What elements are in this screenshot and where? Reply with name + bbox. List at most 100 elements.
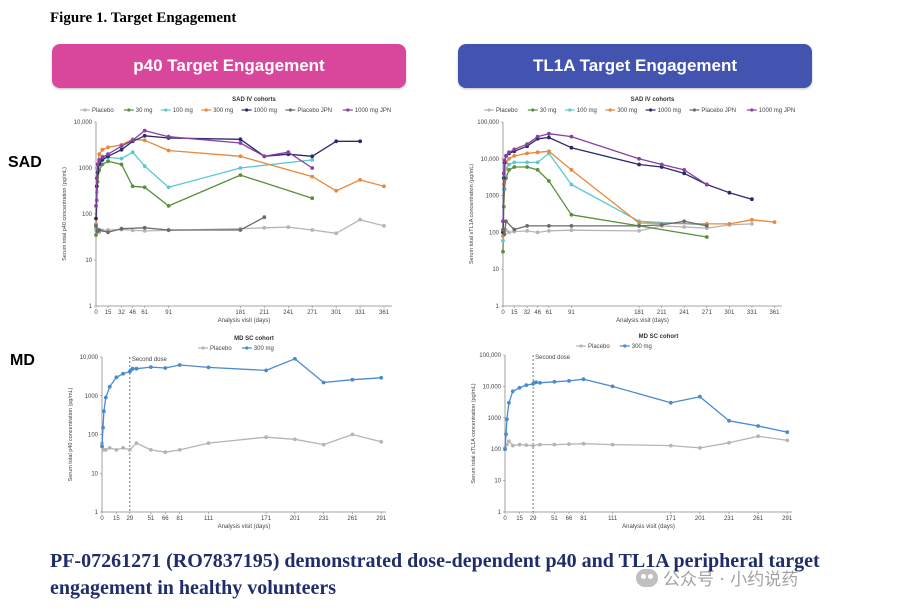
watermark: 公众号 · 小约说药 (636, 565, 798, 590)
legend-label: 100 mg (577, 108, 597, 114)
series-300-mg (501, 149, 777, 238)
data-point (238, 228, 243, 232)
legend-label: 100 mg (173, 108, 193, 114)
x-tick-label: 91 (165, 310, 172, 316)
x-tick-label: 261 (753, 516, 764, 522)
data-point (507, 162, 511, 167)
tl1a-sad-chart: 1 10 100 1000 10,000 100,000 0 15 32 46 61 91 181 211… (469, 97, 795, 324)
data-point (567, 442, 571, 446)
y-tick-label: 1000 (85, 394, 99, 400)
data-point (166, 148, 171, 153)
series-line (502, 223, 752, 234)
data-point (517, 442, 522, 447)
data-point (134, 441, 139, 445)
data-point (119, 156, 124, 161)
data-point (334, 188, 339, 193)
legend-marker (127, 108, 131, 112)
y-tick-label: 10,000 (483, 384, 502, 390)
data-point (142, 128, 147, 133)
data-point (517, 385, 522, 390)
data-point (293, 437, 297, 442)
legend-marker (288, 108, 292, 112)
series-300-mg (503, 377, 790, 452)
y-tick-label: 10 (494, 479, 501, 485)
data-point (524, 443, 529, 447)
x-axis-label: Analysis visit (days) (616, 318, 669, 324)
x-axis-label: Analysis visit (days) (218, 318, 271, 324)
data-point (97, 158, 102, 162)
legend-item: Placebo JPN (285, 108, 332, 114)
legend-marker (623, 344, 627, 348)
data-point (102, 409, 106, 414)
x-tick-label: 15 (113, 516, 120, 522)
data-point (95, 162, 100, 167)
legend-item: Placebo (80, 108, 114, 114)
x-tick-label: 51 (148, 516, 155, 522)
data-point (206, 441, 211, 445)
x-tick-label: 231 (724, 516, 735, 522)
data-point (114, 375, 119, 380)
data-point (785, 438, 790, 443)
x-tick-label: 181 (634, 310, 645, 316)
legend-marker (692, 108, 697, 112)
data-point (163, 366, 168, 370)
wechat-icon (636, 568, 658, 587)
data-point (379, 375, 384, 380)
data-point (94, 224, 98, 228)
data-point (149, 448, 153, 452)
legend-marker (245, 346, 249, 350)
data-point (94, 204, 98, 208)
data-point (682, 171, 687, 176)
data-point (668, 443, 673, 448)
data-point (547, 149, 551, 154)
legend-marker (568, 108, 572, 112)
data-point (525, 224, 529, 228)
x-tick-label: 291 (376, 516, 387, 522)
legend-item: 30 mg (123, 108, 152, 114)
x-tick-label: 241 (679, 310, 690, 316)
data-point (525, 160, 529, 165)
data-point (502, 232, 507, 237)
y-tick-label: 100,000 (477, 120, 499, 126)
chart-title: MD SC cohort (234, 336, 274, 342)
y-tick-label: 10,000 (74, 120, 93, 126)
data-point (727, 440, 731, 445)
data-point (350, 377, 355, 382)
data-point (567, 379, 571, 383)
data-point (535, 230, 540, 235)
x-tick-label: 201 (290, 516, 301, 522)
legend-marker (579, 344, 583, 348)
x-tick-label: 231 (319, 516, 330, 522)
x-tick-label: 261 (347, 516, 358, 522)
data-point (238, 173, 243, 178)
series-300-mg (100, 356, 384, 449)
data-point (756, 434, 760, 439)
x-tick-label: 46 (534, 310, 541, 316)
x-tick-label: 211 (657, 310, 667, 316)
data-point (238, 141, 243, 145)
legend-item: 300 mg (201, 108, 233, 114)
data-point (510, 443, 515, 448)
legend-label: 300 mg (213, 108, 233, 114)
data-point (334, 139, 339, 144)
chart-title: SAD IV cohorts (631, 97, 675, 103)
legend-marker (608, 108, 612, 112)
data-point (238, 154, 243, 159)
data-point (535, 168, 540, 172)
series-1000-mg-jpn (94, 128, 315, 208)
data-point (682, 168, 687, 172)
data-point (166, 204, 171, 208)
y-tick-label: 10,000 (80, 355, 99, 361)
data-point (538, 442, 542, 447)
series-line (101, 433, 382, 453)
x-tick-label: 111 (608, 516, 618, 522)
y-axis-label: Serum total p40 concentration (pg/mL) (62, 167, 68, 261)
legend-item: 300 mg (605, 108, 637, 114)
data-point (750, 222, 754, 226)
x-axis-label: Analysis visit (days) (218, 524, 271, 530)
data-point (101, 425, 105, 430)
legend-marker (83, 108, 87, 112)
legend-item: 1000 mg JPN (342, 108, 391, 114)
data-point (119, 144, 124, 149)
x-tick-label: 0 (94, 310, 98, 316)
